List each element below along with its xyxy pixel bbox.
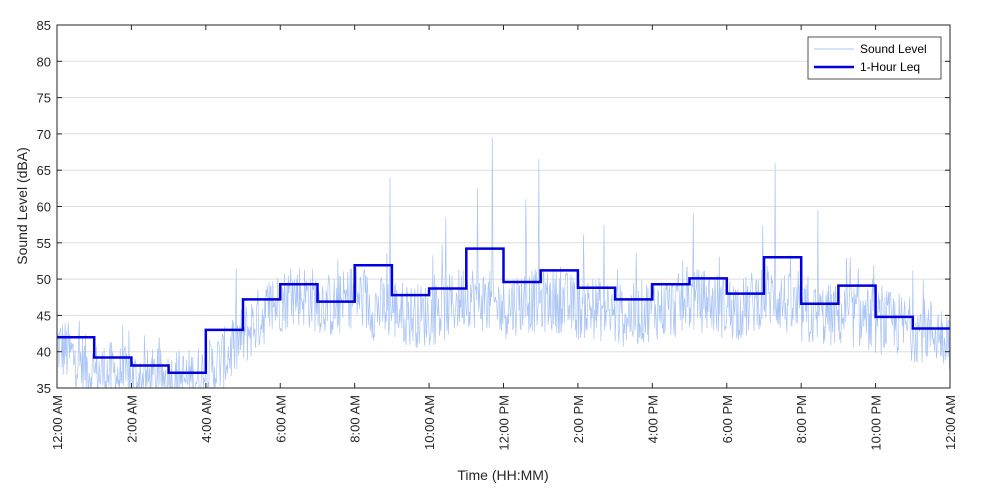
- x-tick-label: 6:00 AM: [273, 395, 288, 443]
- x-tick-label: 2:00 PM: [571, 395, 586, 443]
- x-tick-label: 12:00 AM: [943, 395, 958, 450]
- x-tick-label: 12:00 PM: [497, 395, 512, 451]
- y-axis-ticks: 35 40 45 50 55 60 65 70 75 80 85: [37, 18, 950, 396]
- y-tick-label: 85: [37, 18, 51, 33]
- y-tick-label: 55: [37, 236, 51, 251]
- legend-box: [807, 36, 942, 80]
- legend-label-sound-level: Sound Level: [860, 42, 927, 56]
- y-axis-title: Sound Level (dBA): [14, 147, 30, 265]
- x-tick-label: 6:00 PM: [720, 395, 735, 443]
- legend-label-leq: 1-Hour Leq: [860, 60, 920, 74]
- x-axis-title: Time (HH:MM): [457, 467, 548, 483]
- x-tick-label: 8:00 PM: [794, 395, 809, 443]
- leq-step-line: [57, 247, 950, 375]
- x-tick-label: 10:00 PM: [869, 395, 884, 451]
- y-tick-label: 70: [37, 127, 51, 142]
- x-tick-label: 2:00 AM: [124, 395, 139, 443]
- x-tick-label: 4:00 AM: [199, 395, 214, 443]
- y-tick-label: 50: [37, 272, 51, 287]
- legend: Sound Level 1-Hour Leq: [807, 36, 942, 80]
- y-tick-label: 35: [37, 381, 51, 396]
- leq-series: [57, 247, 950, 375]
- y-tick-label: 45: [37, 308, 51, 323]
- y-tick-label: 60: [37, 200, 51, 215]
- y-tick-label: 75: [37, 91, 51, 106]
- y-tick-label: 40: [37, 345, 51, 360]
- x-tick-label: 12:00 AM: [50, 395, 65, 450]
- y-tick-label: 65: [37, 163, 51, 178]
- x-axis-ticks: 12:00 AM 2:00 AM 4:00 AM 6:00 AM 8:00 AM 10:0…: [50, 25, 958, 451]
- x-tick-label: 4:00 PM: [645, 395, 660, 443]
- x-tick-label: 10:00 AM: [422, 395, 437, 450]
- x-tick-label: 8:00 AM: [348, 395, 363, 443]
- y-tick-label: 80: [37, 54, 51, 69]
